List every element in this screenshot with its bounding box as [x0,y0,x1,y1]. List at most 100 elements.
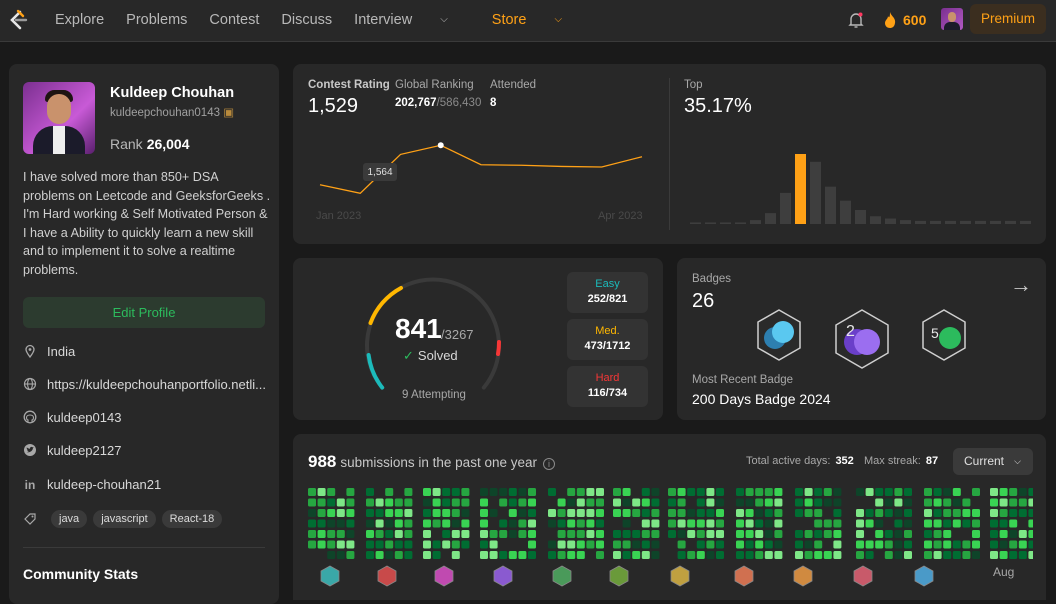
nav-contest[interactable]: Contest [209,12,260,28]
bell-icon[interactable] [848,11,864,29]
linkedin-link[interactable]: kuldeep-chouhan21 [47,477,162,492]
monthly-badge-icon[interactable] [552,565,572,587]
heatmap-cell [651,551,660,559]
twitter-link[interactable]: kuldeep2127 [47,443,122,458]
monthly-badge-icon[interactable] [734,565,754,587]
heatmap-cell [814,509,823,517]
heatmap-cell [596,519,604,528]
badge-50-days-icon[interactable] [755,308,803,362]
profile-card: Kuldeep Chouhan kuldeepchouhan0143 ▣ Ran… [9,64,279,604]
heatmap-cell [508,488,517,496]
heatmap-cell [308,530,316,538]
heatmap-cell [999,530,1008,538]
linkedin-row[interactable]: in kuldeep-chouhan21 [23,477,162,492]
monthly-badge-icon[interactable] [320,565,340,587]
histogram-bar [900,220,911,224]
heatmap-cell [764,509,773,517]
heatmap-cell [716,488,724,496]
heatmap-cell [962,540,971,549]
nav-problems[interactable]: Problems [126,12,188,28]
badge-200-days-icon[interactable]: 2 [833,308,891,370]
monthly-badge-icon[interactable] [793,565,813,587]
heatmap-cell [894,551,903,559]
linkedin-icon: in [24,478,36,492]
nav-interview[interactable]: Interview ⌵ [354,12,470,28]
heatmap-cell [499,488,508,496]
submissions-title: 988 submissions in the past one year i [308,452,555,472]
submission-heatmap[interactable] [308,488,1033,563]
heatmap-cell [518,519,527,528]
svg-text:5: 5 [931,325,939,341]
year-select[interactable]: Current ⌵ [953,448,1033,475]
solved-total: /3267 [441,327,474,342]
heatmap-cell [865,540,874,549]
heatmap-cell [442,530,451,538]
heatmap-cell [518,498,527,507]
heatmap-cell [596,551,604,559]
histogram-bar [885,218,896,224]
medium-stat[interactable]: Med. 473/1712 [567,319,648,360]
heatmap-cell [875,530,884,538]
heatmap-cell [632,530,641,538]
monthly-badge-icon[interactable] [609,565,629,587]
heatmap-cell [632,509,641,517]
heatmap-cell [677,509,686,517]
heatmap-cell [1028,488,1033,496]
rating-distribution-histogram[interactable] [684,134,1034,226]
badges-count: 26 [692,290,715,312]
easy-stat[interactable]: Easy 252/821 [567,272,648,313]
heatmap-cell [641,509,650,517]
nav-store[interactable]: Store ⌵ [492,12,584,28]
heatmap-cell [423,498,431,507]
badges-label: Badges [692,273,732,285]
monthly-badge-icon[interactable] [670,565,690,587]
heatmap-cell [651,488,660,496]
monthly-badge-icon[interactable] [377,565,397,587]
monthly-badge-icon[interactable] [914,565,934,587]
heatmap-cell [999,488,1008,496]
github-link[interactable]: kuldeep0143 [47,410,122,425]
heatmap-cell [875,519,884,528]
hard-stat[interactable]: Hard 116/734 [567,366,648,407]
heatmap-cell [736,498,744,507]
github-row[interactable]: kuldeep0143 [23,410,121,425]
heatmap-cell [404,551,413,559]
heatmap-cell [528,498,536,507]
leetcode-logo-icon[interactable] [7,9,29,31]
heatmap-cell [596,540,604,549]
heatmap-cell [696,498,705,507]
heatmap-cell [943,540,952,549]
monthly-badge-icon[interactable] [853,565,873,587]
heatmap-cell [404,519,413,528]
skill-tag[interactable]: javascript [93,510,156,528]
chevron-down-icon: ⌵ [554,14,563,25]
heatmap-cell [990,551,998,559]
info-icon[interactable]: i [542,458,555,470]
heatmap-cell [632,498,641,507]
heatmap-cell [755,488,764,496]
heatmap-cell [613,509,621,517]
website-link[interactable]: https://kuldeepchouhanportfolio.netli... [47,377,266,392]
nav-discuss[interactable]: Discuss [281,12,333,28]
heatmap-cell [499,519,508,528]
skill-tag[interactable]: java [51,510,88,528]
monthly-badge-icon[interactable] [434,565,454,587]
badge-50-days-green-icon[interactable]: 5 [920,308,968,362]
website-row[interactable]: https://kuldeepchouhanportfolio.netli... [23,377,266,392]
heatmap-cell [576,488,585,496]
rating-line-chart[interactable]: 1,564 Jan 2023 Apr 2023 [308,134,653,229]
premium-button[interactable]: Premium [970,4,1046,34]
heatmap-cell [518,551,527,559]
heatmap-cell [962,509,971,517]
profile-handle: kuldeepchouhan0143 ▣ [110,105,234,119]
heatmap-cell [999,498,1008,507]
heatmap-cell [856,509,864,517]
avatar[interactable] [941,8,963,30]
arrow-right-icon[interactable]: → [1010,272,1032,297]
nav-explore[interactable]: Explore [55,12,105,28]
monthly-badge-icon[interactable] [493,565,513,587]
edit-profile-button[interactable]: Edit Profile [23,297,265,328]
skill-tag[interactable]: React-18 [161,510,223,528]
medium-label: Med. [595,325,620,337]
twitter-row[interactable]: kuldeep2127 [23,443,121,458]
